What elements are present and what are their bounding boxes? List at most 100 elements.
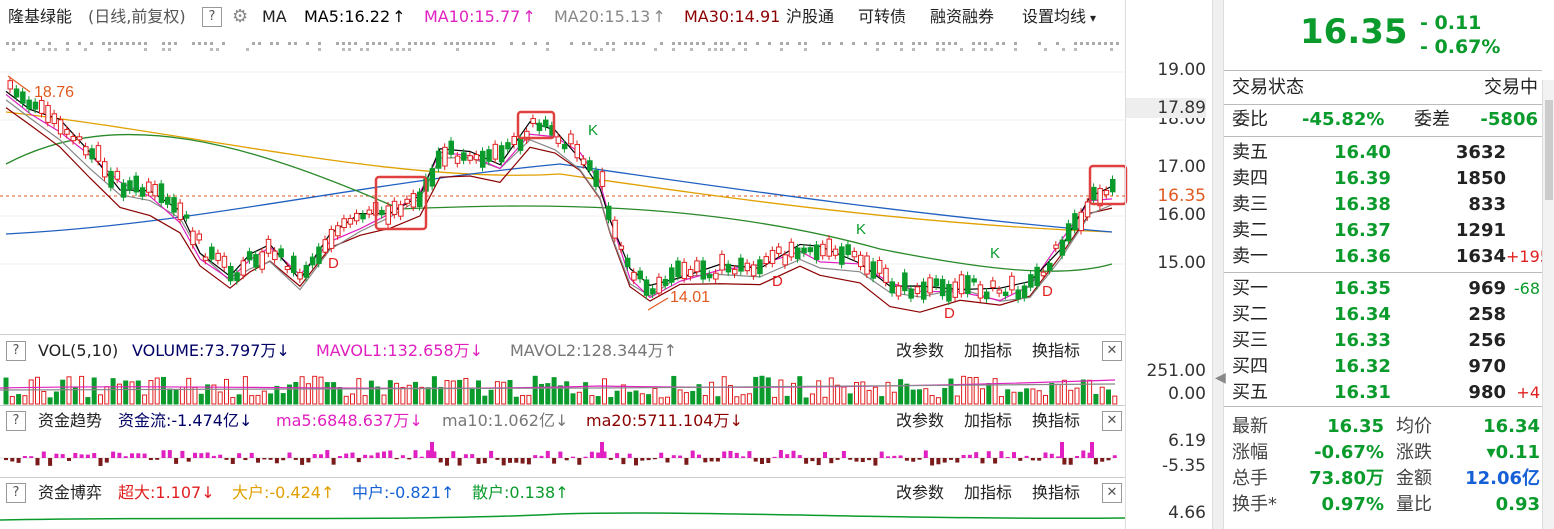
ma-header: 隆基绿能 (日线,前复权) ? ⚙ MA MA5:16.22 ↑ MA10:15.…: [0, 0, 1125, 34]
game-mid: 中户:-0.821↑: [352, 483, 455, 502]
fund-flow-bars: [0, 442, 1117, 466]
vol-panel-header: ? VOL(5,10) VOLUME:73.797万↓ MAVOL1:132.6…: [0, 336, 1125, 366]
highlight-boxes: [374, 110, 1128, 231]
highlight-box-1: [374, 175, 428, 231]
fund-ma5: ma5:6848.637万↓: [276, 411, 423, 430]
game-super: 超大:1.107↓: [118, 483, 215, 502]
k-label-3: K: [990, 245, 1000, 262]
chart-mode: (日线,前复权): [88, 7, 186, 26]
fund-flow: 资金流:-1.474亿↓: [118, 411, 253, 430]
k-label-2: K: [856, 221, 866, 238]
game-edit-params-button[interactable]: 改参数: [896, 483, 945, 502]
vol-mavol1: MAVOL1:132.658万↓: [316, 341, 484, 360]
game-switch-indicator-button[interactable]: 换指标: [1032, 483, 1081, 502]
price-axis-19: 19.00: [1157, 60, 1206, 80]
price-axis-15: 15.00: [1157, 253, 1206, 273]
fund-close-icon[interactable]: ✕: [1102, 411, 1122, 431]
bid-row[interactable]: 买二 16.34 258: [1232, 304, 1506, 325]
link-margin[interactable]: 融资融券: [930, 7, 995, 26]
volume-bars: [0, 375, 1118, 405]
fund-switch-indicator-button[interactable]: 换指标: [1032, 411, 1081, 430]
ma20-value: MA20:15.13 ↑: [554, 7, 666, 26]
vol-close-icon[interactable]: ✕: [1102, 341, 1122, 361]
vol-axis-top: 251.00: [1146, 361, 1206, 381]
bid-row[interactable]: 买三 16.33 256: [1232, 330, 1506, 351]
highlight-box-3: [1088, 164, 1128, 206]
stats-row: 换手* 0.97% 量比 0.93: [1232, 494, 1540, 515]
low-price-label: 14.01: [670, 289, 710, 306]
bid-row[interactable]: 买四 16.32 970: [1232, 356, 1506, 377]
k-label-1: K: [588, 122, 598, 139]
event-marker-row: [6, 42, 1119, 51]
stats-row: 最新 16.35 均价 16.34: [1232, 416, 1540, 437]
fund-edit-params-button[interactable]: 改参数: [896, 411, 945, 430]
gear-icon[interactable]: ⚙: [232, 6, 249, 27]
stats-row: 涨幅 -0.67% 涨跌 ▾0.11: [1232, 442, 1540, 463]
ask-row[interactable]: 卖四 16.39 1850: [1232, 168, 1506, 189]
price-axis-top-tag: 17.89: [1126, 98, 1206, 118]
vol-help-icon[interactable]: ?: [6, 341, 26, 361]
ask-row[interactable]: 卖二 16.37 1291: [1232, 220, 1506, 241]
fund-ma20: ma20:5711.104万↓: [586, 411, 743, 430]
weibi-row: 委比 -45.82% 委差 -5806: [1232, 109, 1538, 130]
fund-panel-header: ? 资金趋势 资金流:-1.474亿↓ ma5:6848.637万↓ ma10:…: [0, 406, 1125, 436]
trade-status-row: 交易状态 交易中: [1232, 77, 1538, 98]
price-change: - 0.11: [1420, 12, 1482, 34]
quote-scrollbar[interactable]: [1542, 80, 1554, 529]
high-price-label: 18.76: [34, 84, 74, 101]
highlight-box-2: [516, 110, 556, 140]
price-axis-16: 16.00: [1157, 205, 1206, 225]
bid-row[interactable]: 买一 16.35 969 -68: [1232, 278, 1540, 299]
d-label-2: D: [772, 273, 783, 290]
scrollbar-thumb[interactable]: [1545, 100, 1553, 200]
ask-row[interactable]: 卖五 16.40 3632: [1232, 142, 1506, 163]
game-panel-header: ? 资金博弈 超大:1.107↓ 大户:-0.424↑ 中户:-0.821↑ 散…: [0, 478, 1125, 508]
game-retail: 散户:0.138↑: [472, 483, 569, 502]
price-axis-17: 17.00: [1157, 157, 1206, 177]
fund-title: 资金趋势: [38, 411, 103, 430]
vol-mavol2: MAVOL2:128.344万↑: [510, 341, 678, 360]
chart-area[interactable]: 隆基绿能 (日线,前复权) ? ⚙ MA MA5:16.22 ↑ MA10:15.…: [0, 0, 1212, 529]
fund-axis-top: 6.19: [1168, 431, 1206, 451]
vol-edit-params-button[interactable]: 改参数: [896, 341, 945, 360]
stock-name: 隆基绿能: [8, 7, 73, 26]
game-lines: [0, 512, 1125, 521]
d-label-4: D: [1042, 283, 1053, 300]
quote-panel: 16.35 - 0.11 - 0.67% 交易状态 交易中 委比 -45.82%…: [1224, 0, 1554, 529]
vol-volume: VOLUME:73.797万↓: [132, 341, 290, 360]
game-title: 资金博弈: [38, 483, 103, 502]
ask-row[interactable]: 卖一 16.36 1634 +195: [1232, 246, 1550, 267]
indicator-name: MA: [262, 7, 287, 26]
fund-help-icon[interactable]: ?: [6, 411, 26, 431]
splitter-grip-icon[interactable]: ◀: [1215, 370, 1226, 386]
ask-row[interactable]: 卖三 16.38 833: [1232, 194, 1506, 215]
game-axis-top: 4.66: [1168, 503, 1206, 523]
bid-row[interactable]: 买五 16.31 980 +4: [1232, 382, 1540, 403]
game-add-indicator-button[interactable]: 加指标: [964, 483, 1013, 502]
game-large: 大户:-0.424↑: [232, 483, 335, 502]
ma10-value: MA10:15.77 ↑: [424, 7, 536, 26]
latest-price: 16.35: [1300, 12, 1408, 52]
game-help-icon[interactable]: ?: [6, 483, 26, 503]
candles: [7, 76, 1116, 306]
help-icon[interactable]: ?: [202, 7, 222, 27]
vol-add-indicator-button[interactable]: 加指标: [964, 341, 1013, 360]
ma5-value: MA5:16.22 ↑: [304, 7, 406, 26]
d-label-1: D: [328, 255, 339, 272]
stats-row: 总手 73.80万 金额 12.06亿: [1232, 468, 1540, 489]
fund-add-indicator-button[interactable]: 加指标: [964, 411, 1013, 430]
settings-ma-button[interactable]: 设置均线 ▾: [1022, 7, 1097, 26]
vol-title: VOL(5,10): [38, 341, 119, 360]
fund-axis-bottom: -5.35: [1162, 456, 1206, 476]
link-convertible[interactable]: 可转债: [858, 7, 907, 26]
candlestick-chart[interactable]: 18.76 14.01 K K K D D D D: [0, 34, 1212, 334]
fund-ma10: ma10:1.062亿↓: [442, 411, 569, 430]
link-hsgt[interactable]: 沪股通: [786, 0, 835, 34]
annotations: 18.76 14.01 K K K D D D D: [7, 75, 1053, 322]
vol-axis-bottom: 0.00: [1168, 384, 1206, 404]
d-label-3: D: [944, 305, 955, 322]
vol-switch-indicator-button[interactable]: 换指标: [1032, 341, 1081, 360]
game-close-icon[interactable]: ✕: [1102, 483, 1122, 503]
ma30-value: MA30:14.91: [684, 7, 781, 26]
panel-splitter[interactable]: ◀: [1212, 0, 1226, 529]
